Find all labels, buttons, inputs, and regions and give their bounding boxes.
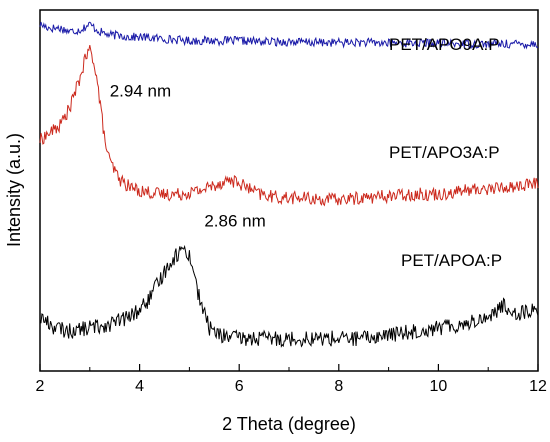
- x-tick-label: 10: [430, 378, 448, 395]
- x-tick-label: 8: [334, 378, 343, 395]
- peak-annotation: 2.94 nm: [110, 82, 171, 101]
- x-tick-label: 2: [36, 378, 45, 395]
- x-tick-label: 6: [235, 378, 244, 395]
- x-tick-label: 12: [529, 378, 547, 395]
- y-axis-title: Intensity (a.u.): [4, 133, 24, 247]
- series-line-0: [39, 21, 539, 50]
- series-line-2: [39, 244, 539, 348]
- annotations: 2.94 nm 2.86 nm: [110, 82, 266, 231]
- x-axis-ticks: 2 4 6 8 10 12: [36, 364, 547, 395]
- series-label-2: PET/APOA:P: [401, 251, 502, 270]
- series-line-1: [39, 45, 539, 207]
- x-tick-label: 4: [135, 378, 144, 395]
- peak-annotation: 2.86 nm: [204, 212, 265, 231]
- x-axis-title: 2 Theta (degree): [222, 414, 356, 434]
- series-label-0: PET/APO9A:P: [389, 35, 500, 54]
- series-label-1: PET/APO3A:P: [389, 143, 500, 162]
- series-labels: PET/APO9A:P PET/APO3A:P PET/APOA:P: [389, 35, 502, 270]
- series-layer: [39, 21, 539, 348]
